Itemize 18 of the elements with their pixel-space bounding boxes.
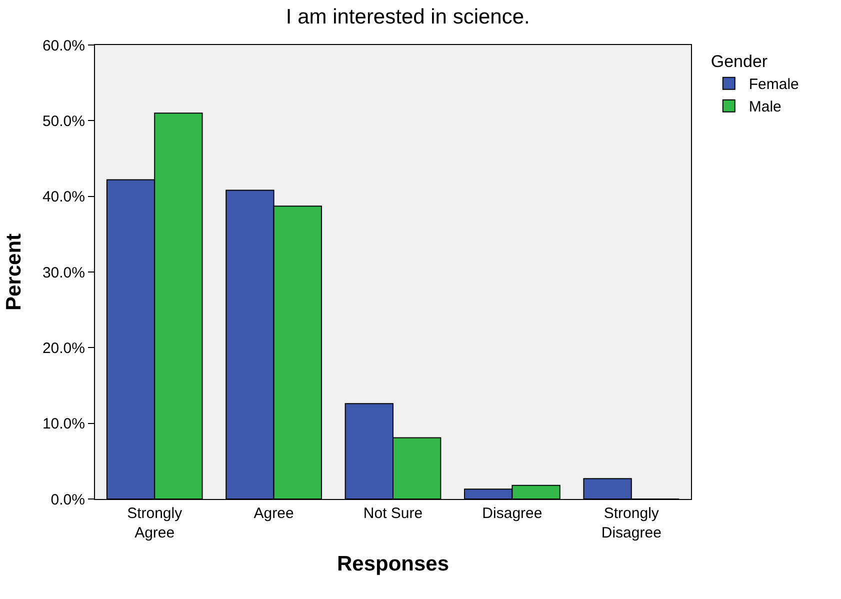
x-tick-label: Disagree [482, 505, 542, 522]
y-tick-label: 0.0% [50, 491, 85, 508]
y-tick-label: 60.0% [42, 37, 85, 54]
y-tick-label: 20.0% [42, 340, 85, 357]
chart-title: I am interested in science. [286, 6, 530, 29]
y-tick-label: 40.0% [42, 188, 85, 206]
y-tick-label: 10.0% [42, 416, 85, 433]
x-tick-label: Agree [254, 505, 294, 522]
y-axis-title: Percent [2, 233, 26, 311]
legend-label: Male [748, 98, 782, 116]
y-tick-label: 30.0% [42, 264, 85, 282]
x-tick-label: Strongly Disagree [601, 505, 662, 542]
x-tick-label: Strongly Agree [127, 505, 183, 542]
legend-title: Gender [710, 52, 768, 72]
x-axis-title: Responses [336, 552, 450, 576]
x-tick-label: Not Sure [363, 505, 423, 522]
legend-label: Female [748, 76, 799, 94]
y-tick-label: 50.0% [42, 112, 85, 130]
